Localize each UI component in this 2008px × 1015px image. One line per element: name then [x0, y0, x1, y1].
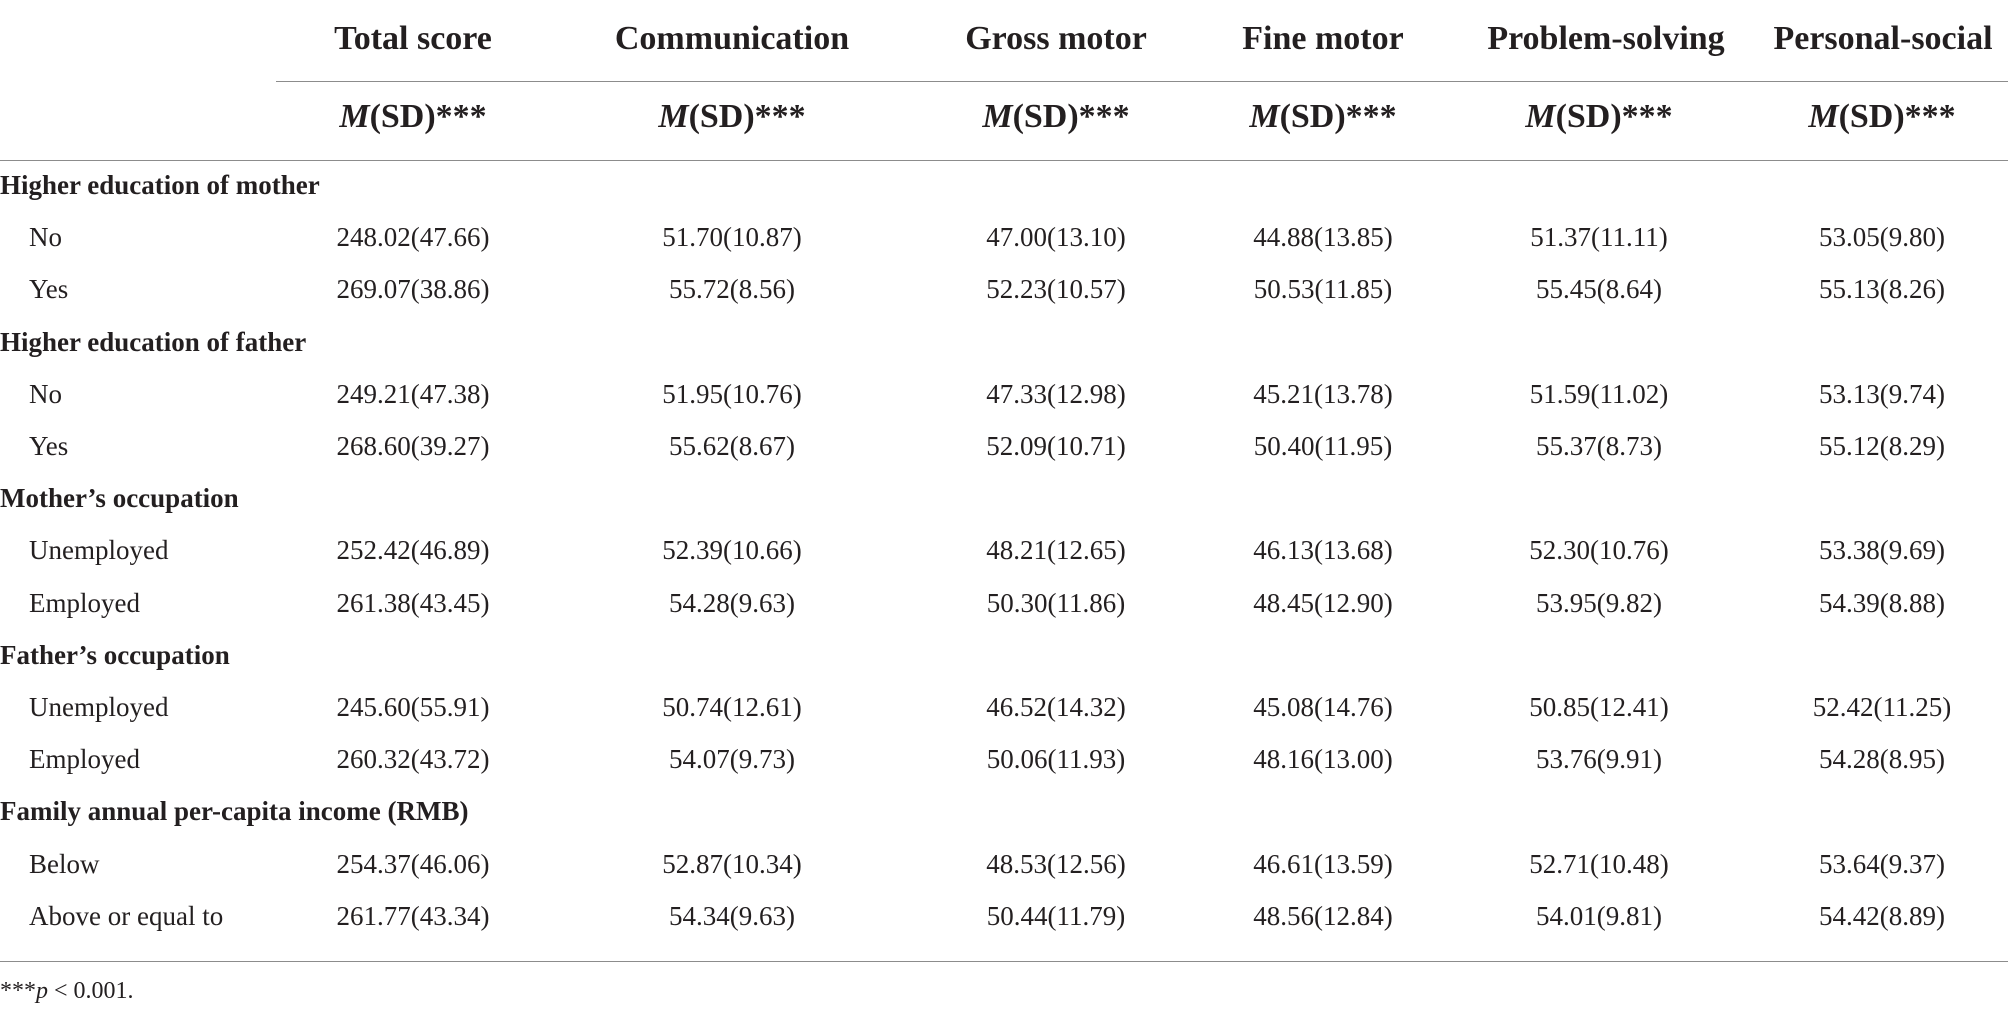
section-title-father-education: Higher education of father — [0, 326, 307, 357]
subheader-msd-fine-motor: M(SD)*** — [1249, 98, 1397, 135]
table-cell: 45.08(14.76) — [1253, 692, 1393, 722]
column-header-gross-motor: Gross motor — [965, 20, 1147, 57]
subheader-msd-total-score: M(SD)*** — [339, 98, 487, 135]
table-cell: 260.32(43.72) — [336, 744, 490, 775]
table-cell: 261.77(43.34) — [336, 900, 490, 931]
table-cell: 53.64(9.37) — [1819, 848, 1945, 879]
table-cell: 53.95(9.82) — [1536, 587, 1662, 618]
table-cell: 248.02(47.66) — [336, 222, 490, 253]
row-label: Employed — [29, 744, 140, 775]
section-title-mother-occupation: Mother’s occupation — [0, 483, 239, 514]
row-label: Employed — [29, 587, 140, 618]
table-cell: 48.45(12.90) — [1253, 587, 1393, 618]
table-cell: 52.71(10.48) — [1529, 848, 1669, 879]
table-cell: 54.34(9.63) — [669, 900, 795, 931]
table-cell: 52.09(10.71) — [986, 431, 1126, 461]
table-cell: 46.52(14.32) — [986, 692, 1126, 722]
table-cell: 51.37(11.11) — [1530, 222, 1668, 253]
table-cell: 54.28(8.95) — [1819, 744, 1945, 775]
column-header-communication: Communication — [614, 20, 850, 57]
table-cell: 55.13(8.26) — [1819, 274, 1945, 305]
table-cell: 50.44(11.79) — [986, 900, 1126, 931]
row-label: Unemployed — [29, 692, 169, 722]
table-cell: 52.23(10.57) — [986, 274, 1126, 305]
table-cell: 50.30(11.86) — [986, 587, 1126, 618]
table-cell: 51.70(10.87) — [662, 222, 802, 253]
table-cell: 254.37(46.06) — [336, 848, 490, 879]
column-header-total-score: Total score — [334, 20, 492, 57]
table-cell: 252.42(46.89) — [336, 535, 490, 566]
table-cell: 54.07(9.73) — [669, 744, 795, 775]
table-cell: 50.53(11.85) — [1253, 274, 1393, 305]
table-footnote: ***p < 0.001. — [0, 978, 134, 1004]
table-cell: 55.45(8.64) — [1536, 274, 1662, 305]
table-cell: 48.16(13.00) — [1253, 744, 1393, 775]
row-label: Yes — [29, 274, 69, 305]
table-cell: 245.60(55.91) — [336, 692, 490, 722]
table-cell: 54.28(9.63) — [669, 587, 795, 618]
subheader-msd-problem-solving: M(SD)*** — [1525, 98, 1673, 135]
table-cell: 51.95(10.76) — [662, 378, 802, 409]
section-title-father-occupation: Father’s occupation — [0, 639, 230, 670]
header-bottom-rule — [0, 160, 2008, 161]
subheader-msd-personal-social: M(SD)*** — [1808, 98, 1956, 135]
table-cell: 54.42(8.89) — [1819, 900, 1945, 931]
table-cell: 268.60(39.27) — [336, 431, 490, 461]
table-cell: 55.62(8.67) — [669, 431, 795, 461]
table-cell: 52.87(10.34) — [662, 848, 802, 879]
table-cell: 48.53(12.56) — [986, 848, 1126, 879]
row-label: Above or equal to — [29, 900, 224, 931]
table-cell: 54.39(8.88) — [1819, 587, 1945, 618]
row-label: No — [29, 222, 62, 253]
table-cell: 55.72(8.56) — [669, 274, 795, 305]
header-underline-rule — [276, 81, 2008, 82]
table-cell: 50.06(11.93) — [986, 744, 1126, 775]
table-cell: 51.59(11.02) — [1529, 378, 1669, 409]
table-cell: 53.13(9.74) — [1819, 378, 1945, 409]
table-cell: 249.21(47.38) — [336, 378, 490, 409]
table-cell: 46.13(13.68) — [1253, 535, 1393, 566]
table-cell: 52.39(10.66) — [662, 535, 802, 566]
row-label: No — [29, 378, 62, 409]
subheader-msd-communication: M(SD)*** — [658, 98, 806, 135]
column-header-fine-motor: Fine motor — [1242, 20, 1404, 57]
table-cell: 53.38(9.69) — [1819, 535, 1945, 566]
table-cell: 47.00(13.10) — [986, 222, 1126, 253]
table-cell: 50.85(12.41) — [1529, 692, 1669, 722]
table-cell: 52.42(11.25) — [1812, 692, 1952, 722]
section-title-mother-education: Higher education of mother — [0, 170, 320, 200]
table-cell: 45.21(13.78) — [1253, 378, 1393, 409]
column-header-problem-solving: Problem-solving — [1487, 20, 1725, 57]
section-title-family-income: Family annual per-capita income (RMB) — [0, 796, 469, 827]
table-cell: 48.21(12.65) — [986, 535, 1126, 566]
table-cell: 53.76(9.91) — [1536, 744, 1662, 775]
row-label: Unemployed — [29, 535, 169, 566]
table-cell: 55.37(8.73) — [1536, 431, 1662, 461]
table-cell: 54.01(9.81) — [1536, 900, 1662, 931]
table-cell: 261.38(43.45) — [336, 587, 490, 618]
table-cell: 46.61(13.59) — [1253, 848, 1393, 879]
row-label: Yes — [29, 431, 69, 461]
table-cell: 53.05(9.80) — [1819, 222, 1945, 253]
table-cell: 48.56(12.84) — [1253, 900, 1393, 931]
table-cell: 44.88(13.85) — [1253, 222, 1393, 253]
table-cell: 52.30(10.76) — [1529, 535, 1669, 566]
column-header-personal-social: Personal-social — [1773, 20, 1993, 57]
row-label: Below — [29, 848, 100, 879]
table-bottom-rule — [0, 961, 2008, 962]
table-cell: 50.74(12.61) — [662, 692, 802, 722]
table-cell: 55.12(8.29) — [1819, 431, 1945, 461]
subheader-msd-gross-motor: M(SD)*** — [982, 98, 1130, 135]
table-cell: 47.33(12.98) — [986, 378, 1126, 409]
table-cell: 269.07(38.86) — [336, 274, 490, 305]
table-cell: 50.40(11.95) — [1253, 431, 1393, 461]
